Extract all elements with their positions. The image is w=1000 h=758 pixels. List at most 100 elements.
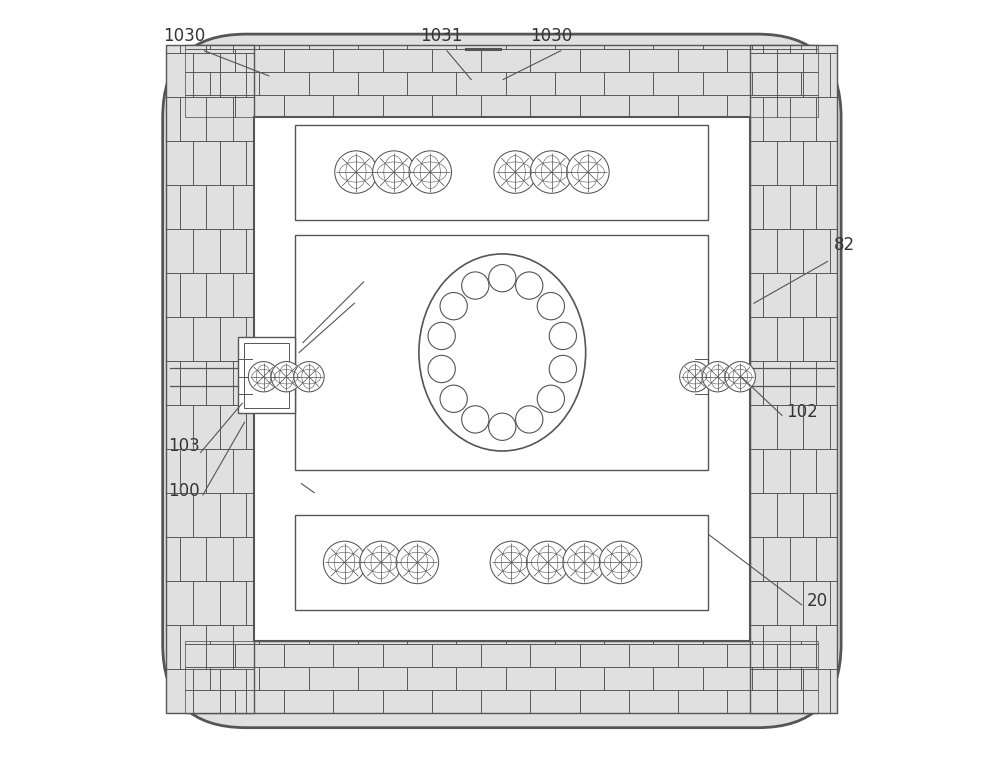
Bar bbox=[358, 641, 407, 644]
Bar bbox=[407, 45, 456, 49]
Bar bbox=[295, 515, 708, 610]
Bar bbox=[185, 49, 235, 72]
Circle shape bbox=[680, 362, 710, 392]
Bar bbox=[777, 95, 818, 117]
Bar bbox=[166, 273, 180, 317]
Bar bbox=[383, 95, 432, 117]
Bar bbox=[777, 690, 818, 713]
Bar bbox=[653, 667, 703, 690]
Bar bbox=[166, 97, 180, 141]
Bar bbox=[678, 95, 727, 117]
Bar bbox=[604, 641, 653, 644]
Bar bbox=[166, 493, 193, 537]
Bar bbox=[803, 53, 830, 97]
Bar bbox=[206, 185, 233, 229]
Bar bbox=[185, 45, 210, 49]
Bar bbox=[629, 49, 678, 72]
Bar bbox=[206, 361, 233, 405]
Bar bbox=[333, 49, 383, 72]
Bar bbox=[295, 235, 708, 470]
Bar bbox=[180, 97, 206, 141]
Bar bbox=[193, 53, 220, 97]
Bar bbox=[830, 229, 837, 273]
Bar bbox=[295, 125, 708, 220]
Bar bbox=[166, 449, 180, 493]
Bar bbox=[233, 361, 254, 405]
Bar bbox=[750, 669, 777, 713]
Bar bbox=[703, 45, 752, 49]
Bar bbox=[259, 45, 309, 49]
Bar bbox=[358, 45, 407, 49]
Bar bbox=[530, 644, 580, 667]
Bar bbox=[555, 72, 604, 95]
Bar bbox=[233, 449, 254, 493]
Bar bbox=[750, 317, 777, 361]
Bar bbox=[830, 669, 837, 713]
Bar bbox=[244, 343, 289, 408]
Bar bbox=[383, 49, 432, 72]
Bar bbox=[727, 644, 777, 667]
Bar bbox=[206, 273, 233, 317]
Bar bbox=[763, 185, 790, 229]
Bar bbox=[629, 95, 678, 117]
Bar bbox=[210, 45, 259, 49]
Bar bbox=[185, 641, 818, 713]
Bar bbox=[750, 229, 777, 273]
Bar bbox=[816, 45, 837, 53]
Bar bbox=[777, 53, 803, 97]
Bar bbox=[220, 493, 246, 537]
Circle shape bbox=[530, 151, 573, 193]
Bar bbox=[185, 45, 818, 117]
FancyBboxPatch shape bbox=[163, 34, 841, 728]
Circle shape bbox=[462, 406, 489, 433]
Bar bbox=[678, 644, 727, 667]
Bar bbox=[750, 141, 777, 185]
Bar bbox=[166, 141, 193, 185]
Bar bbox=[309, 72, 358, 95]
Bar bbox=[206, 625, 233, 669]
Bar bbox=[816, 625, 837, 669]
Bar bbox=[777, 229, 803, 273]
Bar bbox=[206, 537, 233, 581]
Text: 1030: 1030 bbox=[163, 27, 205, 45]
Circle shape bbox=[549, 356, 577, 383]
Bar bbox=[763, 537, 790, 581]
Bar bbox=[830, 405, 837, 449]
Bar bbox=[220, 229, 246, 273]
Bar bbox=[193, 141, 220, 185]
Bar bbox=[777, 581, 803, 625]
Bar bbox=[580, 690, 629, 713]
Bar bbox=[629, 644, 678, 667]
Bar bbox=[703, 72, 752, 95]
Bar bbox=[703, 641, 752, 644]
Text: 1030: 1030 bbox=[530, 27, 573, 45]
Bar bbox=[727, 95, 777, 117]
Bar bbox=[333, 95, 383, 117]
Bar bbox=[750, 53, 777, 97]
Bar bbox=[180, 449, 206, 493]
Bar bbox=[580, 644, 629, 667]
Bar bbox=[816, 273, 837, 317]
Bar bbox=[220, 141, 246, 185]
Bar bbox=[246, 229, 254, 273]
Text: 6: 6 bbox=[284, 471, 294, 489]
Circle shape bbox=[599, 541, 642, 584]
Circle shape bbox=[409, 151, 451, 193]
Bar bbox=[481, 690, 530, 713]
Bar bbox=[530, 95, 580, 117]
Bar bbox=[180, 537, 206, 581]
Circle shape bbox=[516, 406, 543, 433]
Bar bbox=[752, 641, 801, 644]
Circle shape bbox=[323, 541, 366, 584]
Text: 1031: 1031 bbox=[420, 27, 463, 45]
Bar bbox=[185, 641, 210, 644]
Bar bbox=[555, 45, 604, 49]
Bar bbox=[166, 185, 180, 229]
Bar bbox=[703, 667, 752, 690]
Bar bbox=[580, 95, 629, 117]
Bar bbox=[233, 273, 254, 317]
Circle shape bbox=[294, 362, 324, 392]
Circle shape bbox=[489, 413, 516, 440]
Circle shape bbox=[428, 322, 455, 349]
Bar bbox=[166, 581, 193, 625]
